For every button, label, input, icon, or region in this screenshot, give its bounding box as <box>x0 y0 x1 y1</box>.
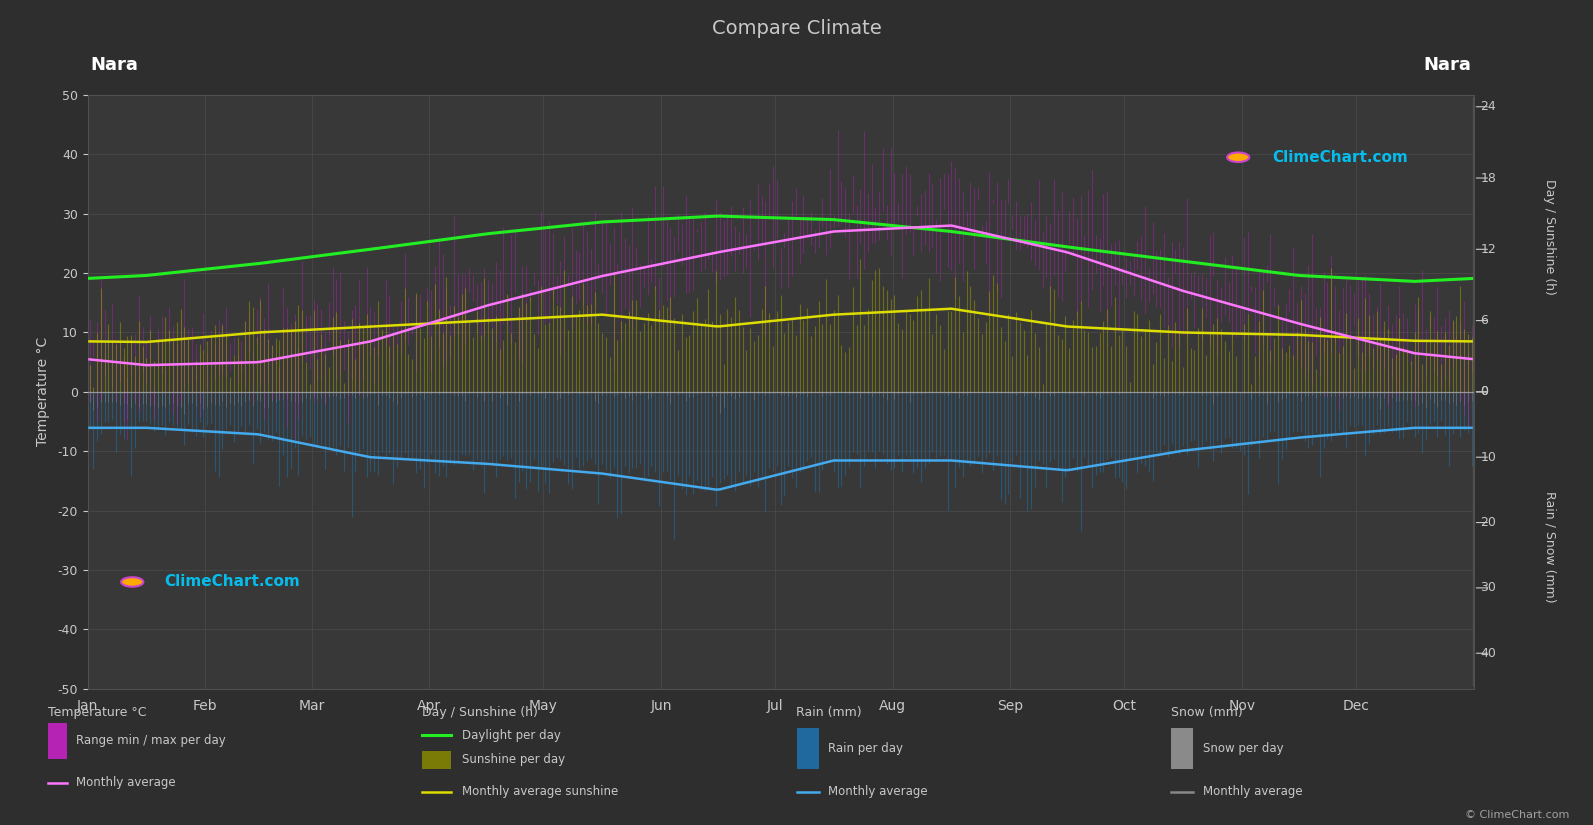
Text: 12: 12 <box>1480 243 1496 256</box>
Text: Day / Sunshine (h): Day / Sunshine (h) <box>422 706 538 719</box>
Text: Temperature °C: Temperature °C <box>48 706 147 719</box>
Text: 6: 6 <box>1480 314 1488 327</box>
Text: Monthly average: Monthly average <box>828 785 929 799</box>
Bar <box>48 723 67 758</box>
Text: ClimeChart.com: ClimeChart.com <box>164 574 299 589</box>
Text: Snow per day: Snow per day <box>1203 742 1284 755</box>
Text: Daylight per day: Daylight per day <box>462 729 561 742</box>
Text: Range min / max per day: Range min / max per day <box>76 734 226 747</box>
Text: Snow (mm): Snow (mm) <box>1171 706 1243 719</box>
Text: Rain (mm): Rain (mm) <box>796 706 862 719</box>
Y-axis label: Temperature °C: Temperature °C <box>37 337 51 446</box>
Text: Nara: Nara <box>1423 56 1470 74</box>
Text: Rain per day: Rain per day <box>828 742 903 755</box>
Text: Monthly average: Monthly average <box>76 776 177 790</box>
Text: Monthly average: Monthly average <box>1203 785 1303 799</box>
Bar <box>422 751 451 769</box>
Bar <box>796 728 819 769</box>
Text: 0: 0 <box>1480 385 1488 398</box>
Text: Sunshine per day: Sunshine per day <box>462 753 566 766</box>
Circle shape <box>121 578 143 587</box>
Text: 10: 10 <box>1480 450 1496 464</box>
Text: Nara: Nara <box>91 56 139 74</box>
Text: 18: 18 <box>1480 172 1496 185</box>
Text: Compare Climate: Compare Climate <box>712 19 881 39</box>
Text: ClimeChart.com: ClimeChart.com <box>1273 150 1408 165</box>
Text: 24: 24 <box>1480 101 1496 113</box>
Text: 0: 0 <box>1480 385 1488 398</box>
Text: Rain / Snow (mm): Rain / Snow (mm) <box>1544 491 1556 602</box>
Text: 40: 40 <box>1480 647 1496 660</box>
Text: 30: 30 <box>1480 582 1496 594</box>
Text: 20: 20 <box>1480 516 1496 529</box>
Text: © ClimeChart.com: © ClimeChart.com <box>1464 810 1569 820</box>
Text: Monthly average sunshine: Monthly average sunshine <box>462 785 618 799</box>
Text: Day / Sunshine (h): Day / Sunshine (h) <box>1544 180 1556 295</box>
Circle shape <box>1227 153 1249 162</box>
Bar <box>1171 728 1193 769</box>
